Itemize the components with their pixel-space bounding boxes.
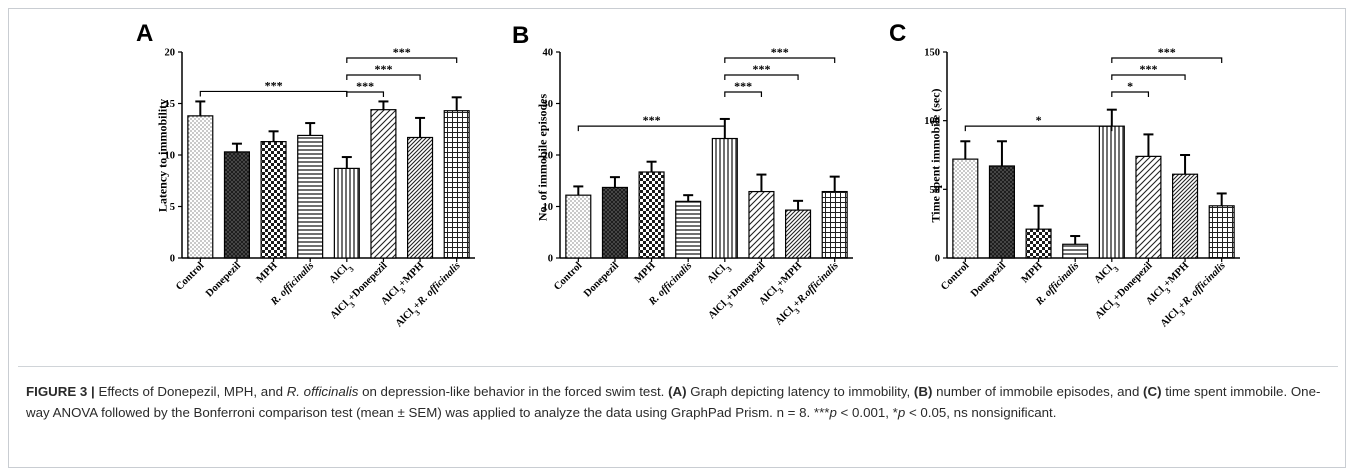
significance-label: * bbox=[1036, 113, 1042, 127]
significance-label: *** bbox=[1158, 45, 1176, 59]
x-tick-label: AlCl3+R. officinalis bbox=[1159, 260, 1231, 332]
significance-label: *** bbox=[356, 79, 374, 93]
significance-label: *** bbox=[752, 62, 770, 76]
x-tick-label: Donepezil bbox=[204, 260, 243, 299]
figure-label: FIGURE 3 bbox=[26, 384, 88, 399]
significance-label: *** bbox=[771, 45, 789, 59]
caption-ref-c: (C) bbox=[1143, 384, 1162, 399]
y-tick-label: 15 bbox=[165, 99, 176, 110]
y-tick-label: 30 bbox=[543, 99, 554, 110]
bar bbox=[333, 167, 360, 259]
significance-bracket bbox=[964, 125, 1113, 132]
significance-label: *** bbox=[265, 78, 283, 92]
significance-bracket bbox=[724, 91, 763, 97]
bar bbox=[785, 209, 812, 259]
bar bbox=[407, 136, 434, 259]
significance-bracket bbox=[346, 91, 385, 97]
significance-bracket bbox=[1111, 74, 1186, 80]
significance-bracket bbox=[724, 57, 836, 63]
x-tick-label: Donepezil bbox=[582, 260, 621, 299]
bar bbox=[1172, 173, 1199, 259]
caption-text-7: number of immobile episodes, and bbox=[932, 384, 1144, 399]
x-tick-label: AlCl3+R. officinalis bbox=[394, 260, 466, 332]
bar bbox=[1208, 205, 1235, 259]
x-tick-label: Control bbox=[552, 260, 584, 292]
caption-italic-p1: p bbox=[829, 405, 837, 420]
x-tick-label: MPH bbox=[1020, 260, 1045, 285]
y-tick-label: 40 bbox=[543, 48, 554, 59]
caption-text-9: time spent immobile. One-way ANOVA follo… bbox=[26, 384, 1321, 420]
caption-italic-p2: p bbox=[897, 405, 906, 420]
x-tick-label: Control bbox=[939, 260, 971, 292]
significance-bracket bbox=[346, 74, 421, 80]
caption-ref-b: (B) bbox=[913, 384, 933, 399]
significance-label: * bbox=[1127, 79, 1133, 93]
bar bbox=[675, 200, 702, 259]
caption-ref-a: (A) bbox=[668, 384, 687, 399]
figure-caption: FIGURE 3 | Effects of Donepezil, MPH, an… bbox=[26, 381, 1326, 423]
significance-label: *** bbox=[393, 45, 411, 59]
caption-text-3: on depression-like behavior in the force… bbox=[358, 384, 669, 399]
bar bbox=[711, 137, 738, 259]
significance-bracket bbox=[346, 57, 458, 63]
bar bbox=[952, 158, 979, 259]
x-tick-label: MPH bbox=[255, 260, 280, 285]
y-tick-label: 10 bbox=[165, 151, 176, 162]
significance-label: *** bbox=[734, 79, 752, 93]
x-tick-label: AlCl3+R.officinalis bbox=[774, 260, 844, 330]
bar bbox=[748, 190, 775, 259]
significance-label: *** bbox=[374, 62, 392, 76]
y-tick-label: 100 bbox=[924, 116, 940, 127]
caption-separator: | bbox=[91, 384, 95, 399]
y-tick-label: 5 bbox=[170, 202, 175, 213]
y-tick-label: 50 bbox=[930, 185, 941, 196]
caption-italic-species: R. officinalis bbox=[286, 384, 359, 399]
y-tick-label: 20 bbox=[165, 48, 176, 59]
bar bbox=[988, 165, 1015, 259]
y-tick-label: 0 bbox=[935, 254, 940, 265]
bar bbox=[1098, 125, 1125, 259]
bar bbox=[601, 186, 628, 259]
x-tick-label: AlCl3 bbox=[327, 260, 355, 288]
bar bbox=[443, 110, 470, 259]
bar bbox=[638, 171, 665, 259]
significance-label: *** bbox=[643, 113, 661, 127]
caption-divider bbox=[18, 366, 1338, 367]
x-tick-label: Donepezil bbox=[969, 260, 1008, 299]
bar bbox=[1025, 228, 1052, 259]
x-tick-label: Control bbox=[174, 260, 206, 292]
caption-text-1: Effects of Donepezil, MPH, and bbox=[94, 384, 287, 399]
bar bbox=[297, 134, 324, 259]
y-tick-label: 0 bbox=[170, 254, 175, 265]
y-tick-label: 20 bbox=[543, 151, 554, 162]
significance-bracket bbox=[724, 74, 799, 80]
significance-label: *** bbox=[1139, 62, 1157, 76]
caption-text-11: < 0.001, * bbox=[836, 405, 898, 420]
bar bbox=[565, 194, 592, 259]
x-tick-label: MPH bbox=[633, 260, 658, 285]
caption-text-13: < 0.05, ns nonsignificant. bbox=[905, 405, 1057, 420]
bar bbox=[223, 151, 250, 259]
y-tick-label: 150 bbox=[924, 48, 940, 59]
significance-bracket bbox=[1111, 91, 1150, 97]
panel-letter-b: B bbox=[512, 22, 530, 49]
panel-letter-c: C bbox=[889, 20, 907, 47]
y-tick-label: 10 bbox=[543, 202, 554, 213]
bar bbox=[1062, 243, 1089, 259]
panel-letter-a: A bbox=[136, 20, 154, 47]
bar bbox=[1135, 155, 1162, 259]
significance-bracket bbox=[577, 125, 726, 132]
x-tick-label: AlCl3 bbox=[1092, 260, 1120, 288]
significance-bracket bbox=[1111, 57, 1223, 63]
caption-text-5: Graph depicting latency to immobility, bbox=[686, 384, 914, 399]
bar bbox=[821, 190, 848, 259]
bar bbox=[370, 109, 397, 259]
bar bbox=[187, 115, 214, 259]
x-tick-label: AlCl3 bbox=[705, 260, 733, 288]
y-tick-label: 0 bbox=[548, 254, 553, 265]
bar bbox=[260, 141, 287, 259]
